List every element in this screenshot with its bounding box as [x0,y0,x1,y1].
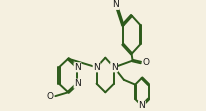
Text: N: N [110,63,117,72]
Text: O: O [46,92,53,101]
Text: N: N [74,79,81,88]
Text: N: N [93,63,99,72]
Text: O: O [142,58,149,67]
Text: N: N [112,0,118,9]
Text: N: N [138,101,145,110]
Text: N: N [74,63,81,72]
